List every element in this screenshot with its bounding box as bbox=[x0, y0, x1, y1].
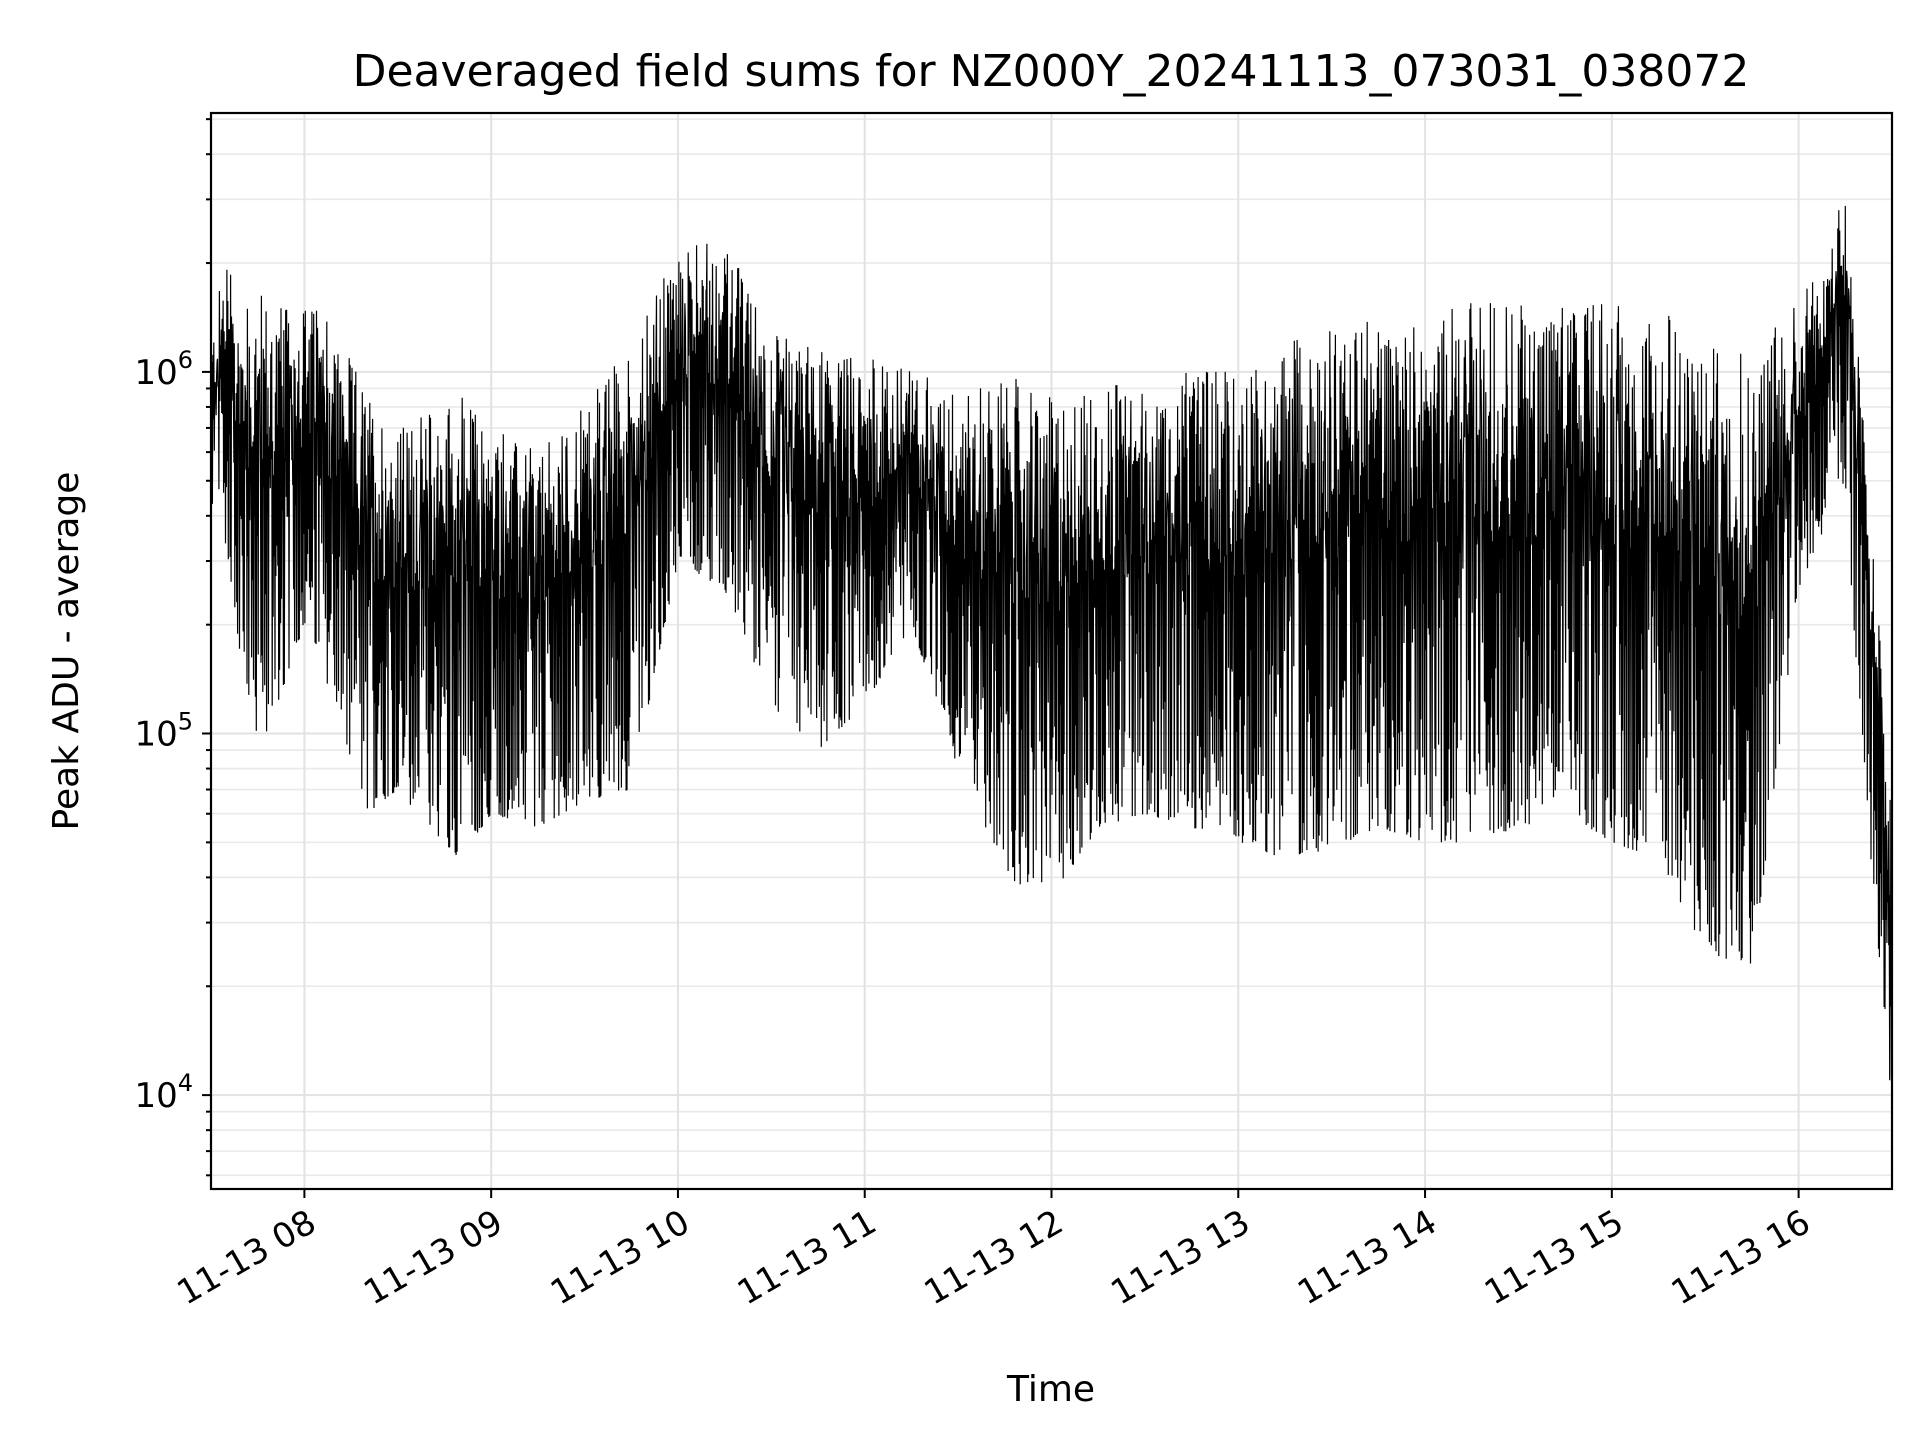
x-tick-label: 11-13 14 bbox=[1291, 1202, 1443, 1313]
x-tick-label: 11-13 13 bbox=[1104, 1202, 1256, 1313]
x-tick-label: 11-13 08 bbox=[170, 1202, 322, 1313]
x-tick-label: 11-13 15 bbox=[1478, 1202, 1630, 1313]
y-tick-label: 104 bbox=[134, 1069, 193, 1116]
data-series-line bbox=[210, 205, 1893, 1081]
x-tick-label: 11-13 10 bbox=[544, 1202, 696, 1313]
x-tick-label: 11-13 11 bbox=[731, 1202, 883, 1313]
y-tick-label: 106 bbox=[134, 346, 193, 393]
x-axis: 11-13 08 11-13 09 11-13 10 11-13 11 11-13 12… bbox=[170, 1189, 1817, 1313]
y-axis: 104 105 106 bbox=[134, 118, 211, 1177]
y-tick-label: 105 bbox=[134, 708, 193, 755]
x-tick-label: 11-13 09 bbox=[357, 1202, 509, 1313]
x-axis-label: Time bbox=[1006, 1369, 1095, 1410]
chart-title: Deaveraged field sums for NZ000Y_2024111… bbox=[353, 46, 1750, 97]
x-tick-label: 11-13 12 bbox=[918, 1202, 1070, 1313]
series-layer bbox=[210, 205, 1893, 1081]
y-axis-label: Peak ADU - average bbox=[46, 472, 87, 831]
x-tick-label: 11-13 16 bbox=[1665, 1202, 1817, 1313]
